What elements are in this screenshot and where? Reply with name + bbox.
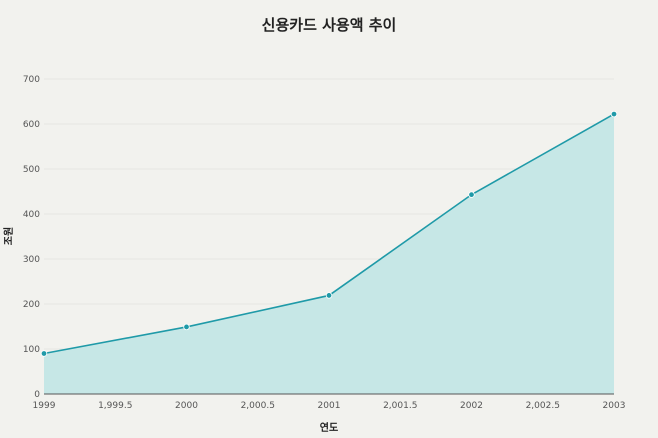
- x-tick-label: 2,002.5: [526, 401, 560, 411]
- x-tick-label: 2,001.5: [383, 401, 417, 411]
- x-tick-label: 2003: [603, 401, 626, 411]
- x-tick-label: 2,000.5: [241, 401, 275, 411]
- x-tick-label: 1,999.5: [98, 401, 132, 411]
- y-tick-label: 200: [23, 300, 40, 310]
- x-tick-label: 2002: [460, 401, 483, 411]
- data-point: [183, 323, 190, 331]
- area-fill: [44, 114, 614, 394]
- y-tick-label: 0: [34, 390, 40, 400]
- y-tick-label: 400: [23, 210, 40, 220]
- y-tick-label: 100: [23, 345, 40, 355]
- data-point: [610, 110, 618, 118]
- y-tick-label: 500: [23, 165, 40, 175]
- area-layer: [43, 113, 615, 394]
- y-tick-label: 600: [23, 120, 40, 130]
- data-point: [40, 350, 48, 357]
- chart-title: 신용카드 사용액 추이: [262, 16, 397, 34]
- x-axis-ticks: 1999 1,999.5 2000 2,000.5 2001 2,001.5 2002 2,0…: [33, 401, 626, 411]
- y-axis-ticks: 0 100 200 300 400 500 600 700: [23, 75, 40, 400]
- data-point: [325, 292, 333, 299]
- y-tick-label: 300: [23, 255, 40, 265]
- data-points: [40, 110, 618, 357]
- data-point: [468, 191, 475, 198]
- x-axis-label: 연도: [320, 421, 338, 434]
- y-tick-label: 700: [23, 75, 40, 85]
- y-axis-label: 조원: [2, 227, 15, 245]
- x-tick-label: 1999: [33, 401, 56, 411]
- x-tick-label: 2001: [318, 401, 341, 411]
- x-tick-label: 2000: [175, 401, 198, 411]
- grid: [44, 78, 614, 350]
